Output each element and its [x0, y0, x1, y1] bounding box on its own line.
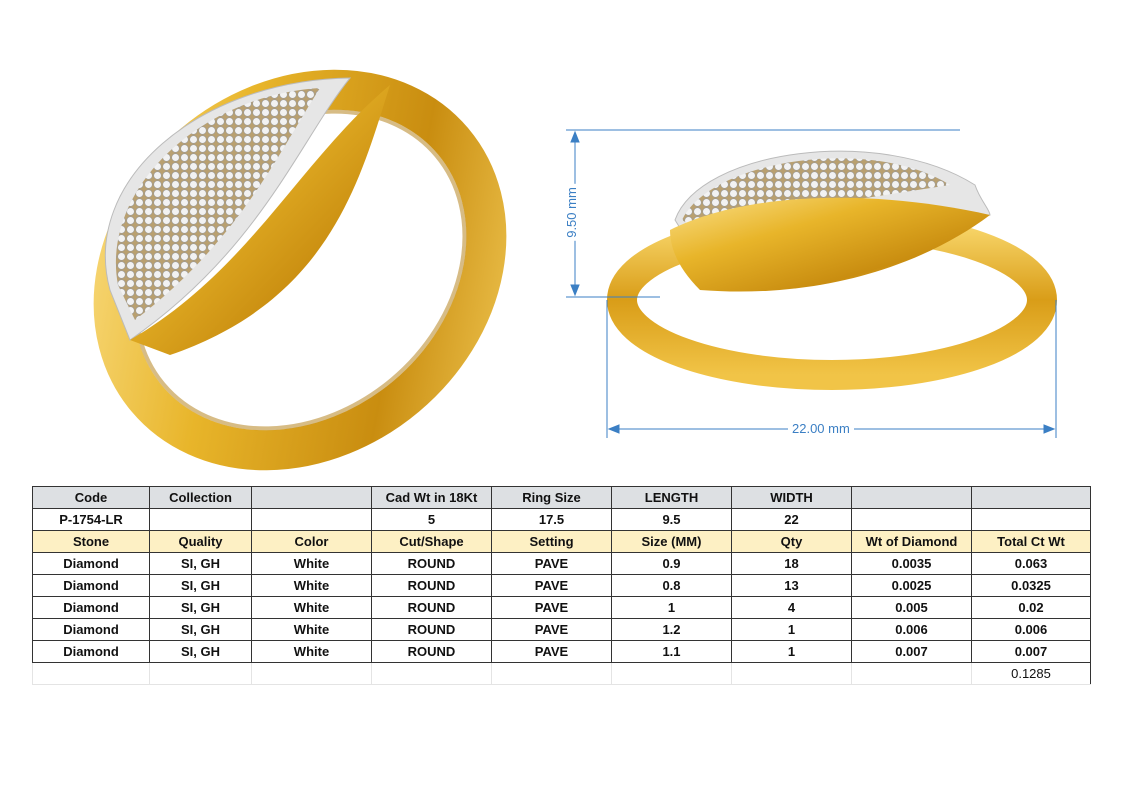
header-row: Code Collection Cad Wt in 18Kt Ring Size LEN…: [32, 486, 1091, 509]
cell-length: 1.1: [611, 640, 732, 663]
cell-total-ct-wt: 0.007: [971, 640, 1091, 663]
total-carat-weight: 0.1285: [971, 662, 1091, 685]
table-row: Diamond SI, GH White ROUND PAVE 1.1 1 0.007 0.00…: [32, 640, 1091, 663]
cell-wt-of-diamond: [851, 486, 972, 509]
cell-code: Code: [32, 486, 150, 509]
cell-total-ct-wt: [971, 508, 1091, 531]
cell-code: [32, 662, 150, 685]
cell-length: 0.8: [611, 574, 732, 597]
ring-perspective-view: [93, 69, 507, 471]
cell-ring-size: PAVE: [491, 618, 612, 641]
cell-cad-weight: ROUND: [371, 618, 492, 641]
cell-code: P-1754-LR: [32, 508, 150, 531]
cell-wt-of-diamond: 0.0025: [851, 574, 972, 597]
cell-blank: [251, 508, 372, 531]
cell-code: Diamond: [32, 552, 150, 575]
cell-ring-size: 17.5: [491, 508, 612, 531]
cell-blank: [251, 662, 372, 685]
cell-width: WIDTH: [731, 486, 852, 509]
cell-cad-weight: ROUND: [371, 596, 492, 619]
cell-ring-size: PAVE: [491, 640, 612, 663]
cell-code: Diamond: [32, 618, 150, 641]
height-dimension-label: 9.50 mm: [563, 184, 579, 241]
cell-length: Size (MM): [611, 530, 732, 553]
cell-total-ct-wt: Total Ct Wt: [971, 530, 1091, 553]
cell-width: 1: [731, 618, 852, 641]
cell-width: 22: [731, 508, 852, 531]
cell-ring-size: PAVE: [491, 552, 612, 575]
cell-width: 4: [731, 596, 852, 619]
table-row: Diamond SI, GH White ROUND PAVE 1 4 0.005 0.02: [32, 596, 1091, 619]
cell-total-ct-wt: 0.006: [971, 618, 1091, 641]
cell-cad-weight: 5: [371, 508, 492, 531]
cell-collection: SI, GH: [149, 618, 252, 641]
cell-width: Qty: [731, 530, 852, 553]
cell-collection: [149, 662, 252, 685]
cell-code: Diamond: [32, 640, 150, 663]
cell-wt-of-diamond: [851, 508, 972, 531]
cell-length: 1.2: [611, 618, 732, 641]
cell-ring-size: [491, 662, 612, 685]
cell-collection: SI, GH: [149, 574, 252, 597]
cell-code: Diamond: [32, 574, 150, 597]
cell-collection: Quality: [149, 530, 252, 553]
ring-front-view: [607, 150, 1057, 390]
cell-length: LENGTH: [611, 486, 732, 509]
cell-wt-of-diamond: 0.0035: [851, 552, 972, 575]
ring-renderings: [93, 69, 1057, 471]
cell-code: Diamond: [32, 596, 150, 619]
cell-total-ct-wt: [971, 486, 1091, 509]
cell-collection: Collection: [149, 486, 252, 509]
cell-width: 18: [731, 552, 852, 575]
cell-cad-weight: ROUND: [371, 640, 492, 663]
cell-wt-of-diamond: [851, 662, 972, 685]
cell-ring-size: Ring Size: [491, 486, 612, 509]
table-row: Diamond SI, GH White ROUND PAVE 1.2 1 0.006 0.00…: [32, 618, 1091, 641]
cell-wt-of-diamond: 0.005: [851, 596, 972, 619]
cell-blank: White: [251, 640, 372, 663]
cell-collection: SI, GH: [149, 640, 252, 663]
summary-values-row: P-1754-LR 5 17.5 9.5 22: [32, 508, 1091, 531]
cell-wt-of-diamond: Wt of Diamond: [851, 530, 972, 553]
cell-cad-weight: Cut/Shape: [371, 530, 492, 553]
cell-cad-weight: ROUND: [371, 552, 492, 575]
cell-blank: Color: [251, 530, 372, 553]
cell-total-ct-wt: 0.063: [971, 552, 1091, 575]
cell-blank: White: [251, 596, 372, 619]
cell-code: Stone: [32, 530, 150, 553]
cell-blank: White: [251, 618, 372, 641]
cell-cad-weight: [371, 662, 492, 685]
specification-table: Code Collection Cad Wt in 18Kt Ring Size LEN…: [32, 486, 1091, 685]
cell-length: [611, 662, 732, 685]
cell-width: 1: [731, 640, 852, 663]
cell-total-ct-wt: 0.02: [971, 596, 1091, 619]
cell-wt-of-diamond: 0.007: [851, 640, 972, 663]
cell-collection: SI, GH: [149, 552, 252, 575]
stone-header-row: Stone Quality Color Cut/Shape Setting Size (M…: [32, 530, 1091, 553]
cell-cad-weight: ROUND: [371, 574, 492, 597]
cell-cad-weight: Cad Wt in 18Kt: [371, 486, 492, 509]
cell-collection: SI, GH: [149, 596, 252, 619]
cell-width: 13: [731, 574, 852, 597]
cell-ring-size: PAVE: [491, 596, 612, 619]
cell-blank: [251, 486, 372, 509]
cell-ring-size: PAVE: [491, 574, 612, 597]
table-row: Diamond SI, GH White ROUND PAVE 0.8 13 0.0025 0.…: [32, 574, 1091, 597]
cell-length: 1: [611, 596, 732, 619]
total-row: 0.1285: [32, 662, 1091, 685]
width-dimension-label: 22.00 mm: [788, 421, 854, 436]
cell-length: 9.5: [611, 508, 732, 531]
cell-blank: White: [251, 552, 372, 575]
cell-length: 0.9: [611, 552, 732, 575]
cell-total-ct-wt: 0.0325: [971, 574, 1091, 597]
cell-width: [731, 662, 852, 685]
cell-collection: [149, 508, 252, 531]
table-row: Diamond SI, GH White ROUND PAVE 0.9 18 0.0035 0.…: [32, 552, 1091, 575]
cell-blank: White: [251, 574, 372, 597]
cell-ring-size: Setting: [491, 530, 612, 553]
cell-wt-of-diamond: 0.006: [851, 618, 972, 641]
